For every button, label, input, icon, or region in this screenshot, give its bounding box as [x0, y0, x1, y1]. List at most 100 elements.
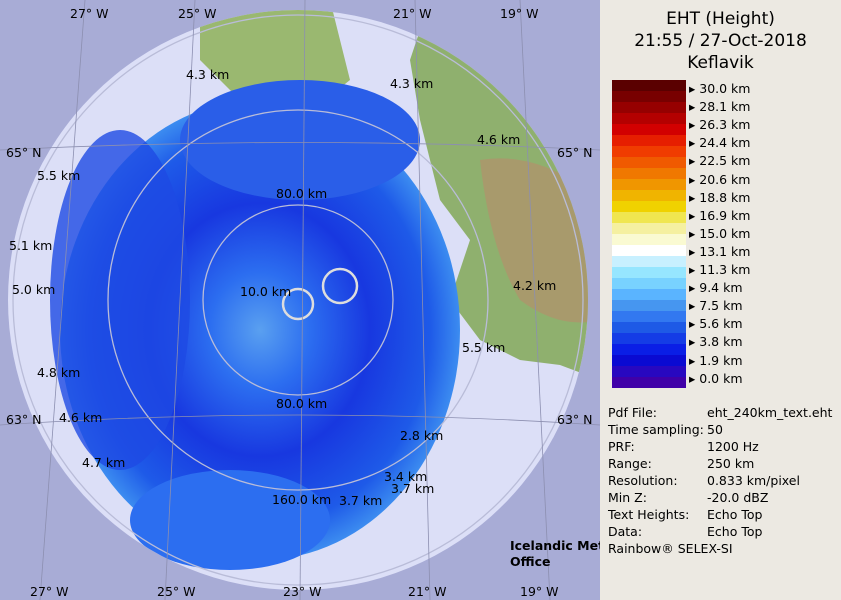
- scale-band: [612, 344, 686, 355]
- info-value: -20.0 dBZ: [707, 490, 769, 505]
- scale-label: ▸ 24.4 km: [689, 135, 751, 151]
- height-label: 5.5 km: [37, 168, 80, 183]
- info-key: Min Z:: [608, 490, 647, 505]
- height-label: 5.1 km: [9, 238, 52, 253]
- footer: Rainbow® SELEX-SI: [608, 541, 733, 556]
- scale-band: [612, 201, 686, 212]
- radar-map: 27° W 25° W 21° W 19° W 27° W 25° W 23° W 21° W…: [0, 0, 600, 600]
- scale-label: ▸ 28.1 km: [689, 99, 751, 115]
- info-value: 250 km: [707, 456, 755, 471]
- header: EHT (Height) 21:55 / 27-Oct-2018 Keflavi…: [600, 8, 841, 74]
- scale-band: [612, 267, 686, 278]
- longitude-label: 25° W: [178, 6, 217, 21]
- scale-value: 26.3 km: [699, 117, 751, 133]
- scale-band: [612, 377, 686, 388]
- scale-value: 20.6 km: [699, 171, 751, 187]
- scale-value: 3.8 km: [699, 334, 743, 350]
- scale-value: 5.6 km: [699, 316, 743, 332]
- longitude-label: 25° W: [157, 584, 196, 599]
- scale-value: 16.9 km: [699, 207, 751, 223]
- graticule: [0, 0, 600, 600]
- scale-band: [612, 278, 686, 289]
- logo-text: Icelandic Met: [510, 538, 600, 553]
- scale-label: ▸ 9.4 km: [689, 280, 743, 296]
- scale-band: [612, 355, 686, 366]
- latitude-label: 65° N: [6, 145, 41, 160]
- info-value: 50: [707, 422, 723, 437]
- scale-band: [612, 223, 686, 234]
- echo-area: [180, 80, 420, 200]
- range-label: 10.0 km: [240, 284, 291, 299]
- info-value: 0.833 km/pixel: [707, 473, 800, 488]
- logo-text: Office: [510, 554, 550, 569]
- scale-band: [612, 234, 686, 245]
- scale-value: 9.4 km: [699, 280, 743, 296]
- info-key: Text Heights:: [608, 507, 690, 522]
- scale-band: [612, 102, 686, 113]
- info-value: 1200 Hz: [707, 439, 759, 454]
- longitude-label: 19° W: [520, 584, 559, 599]
- latitude-label: 65° N: [557, 145, 592, 160]
- scale-label: ▸ 3.8 km: [689, 334, 743, 350]
- scale-value: 15.0 km: [699, 225, 751, 241]
- scale-band: [612, 91, 686, 102]
- info-key: Time sampling:: [608, 422, 704, 437]
- scale-band: [612, 124, 686, 135]
- longitude-label: 23° W: [283, 584, 322, 599]
- scale-band: [612, 300, 686, 311]
- range-label: 160.0 km: [272, 492, 331, 507]
- info-value: Echo Top: [707, 524, 763, 539]
- scale-band: [612, 366, 686, 377]
- scale-label: ▸ 30.0 km: [689, 81, 751, 96]
- scale-band: [612, 311, 686, 322]
- scale-value: 28.1 km: [699, 99, 751, 115]
- timestamp: 21:55 / 27-Oct-2018: [634, 31, 807, 51]
- scale-value: 7.5 km: [699, 298, 743, 314]
- longitude-label: 27° W: [30, 584, 69, 599]
- info-key: Resolution:: [608, 473, 678, 488]
- scale-band: [612, 168, 686, 179]
- scale-band: [612, 80, 686, 91]
- scale-label: ▸ 7.5 km: [689, 298, 743, 314]
- scale-band: [612, 113, 686, 124]
- range-rings: [12, 14, 584, 586]
- height-label: 2.8 km: [400, 428, 443, 443]
- height-label: 5.5 km: [462, 340, 505, 355]
- height-label: 3.7 km: [391, 481, 434, 496]
- echo-area: [130, 470, 330, 570]
- info-value: Echo Top: [707, 507, 763, 522]
- latitude-label: 63° N: [6, 412, 41, 427]
- longitude-label: 21° W: [393, 6, 432, 21]
- scale-label: ▸ 11.3 km: [689, 262, 751, 277]
- color-scale: [612, 80, 686, 388]
- scale-band: [612, 212, 686, 223]
- scale-label: ▸ 22.5 km: [689, 153, 751, 169]
- echo-area: [50, 130, 190, 470]
- scale-band: [612, 256, 686, 267]
- scale-value: 22.5 km: [699, 153, 751, 169]
- info-key: Data:: [608, 524, 643, 539]
- scale-band: [612, 289, 686, 300]
- scale-band: [612, 190, 686, 201]
- scale-label: ▸ 15.0 km: [689, 225, 751, 241]
- scale-value: 30.0 km: [699, 81, 751, 96]
- scale-value: 1.9 km: [699, 352, 743, 368]
- longitude-label: 27° W: [70, 6, 109, 21]
- height-label: 4.3 km: [186, 67, 229, 82]
- height-label: 4.6 km: [59, 410, 102, 425]
- scale-value: 24.4 km: [699, 135, 751, 151]
- height-label: 5.0 km: [12, 282, 55, 297]
- scale-label: ▸ 20.6 km: [689, 171, 751, 187]
- scale-label: ▸ 18.8 km: [689, 189, 751, 205]
- scale-band: [612, 135, 686, 146]
- scale-label: ▸ 26.3 km: [689, 117, 751, 133]
- info-key: PRF:: [608, 439, 635, 454]
- scale-label: ▸ 13.1 km: [689, 243, 751, 259]
- height-label: 4.2 km: [513, 278, 556, 293]
- height-label: 3.7 km: [339, 493, 382, 508]
- info-key: Range:: [608, 456, 652, 471]
- longitude-label: 19° W: [500, 6, 539, 21]
- title: EHT (Height): [666, 9, 775, 29]
- height-label: 3.4 km: [384, 469, 427, 484]
